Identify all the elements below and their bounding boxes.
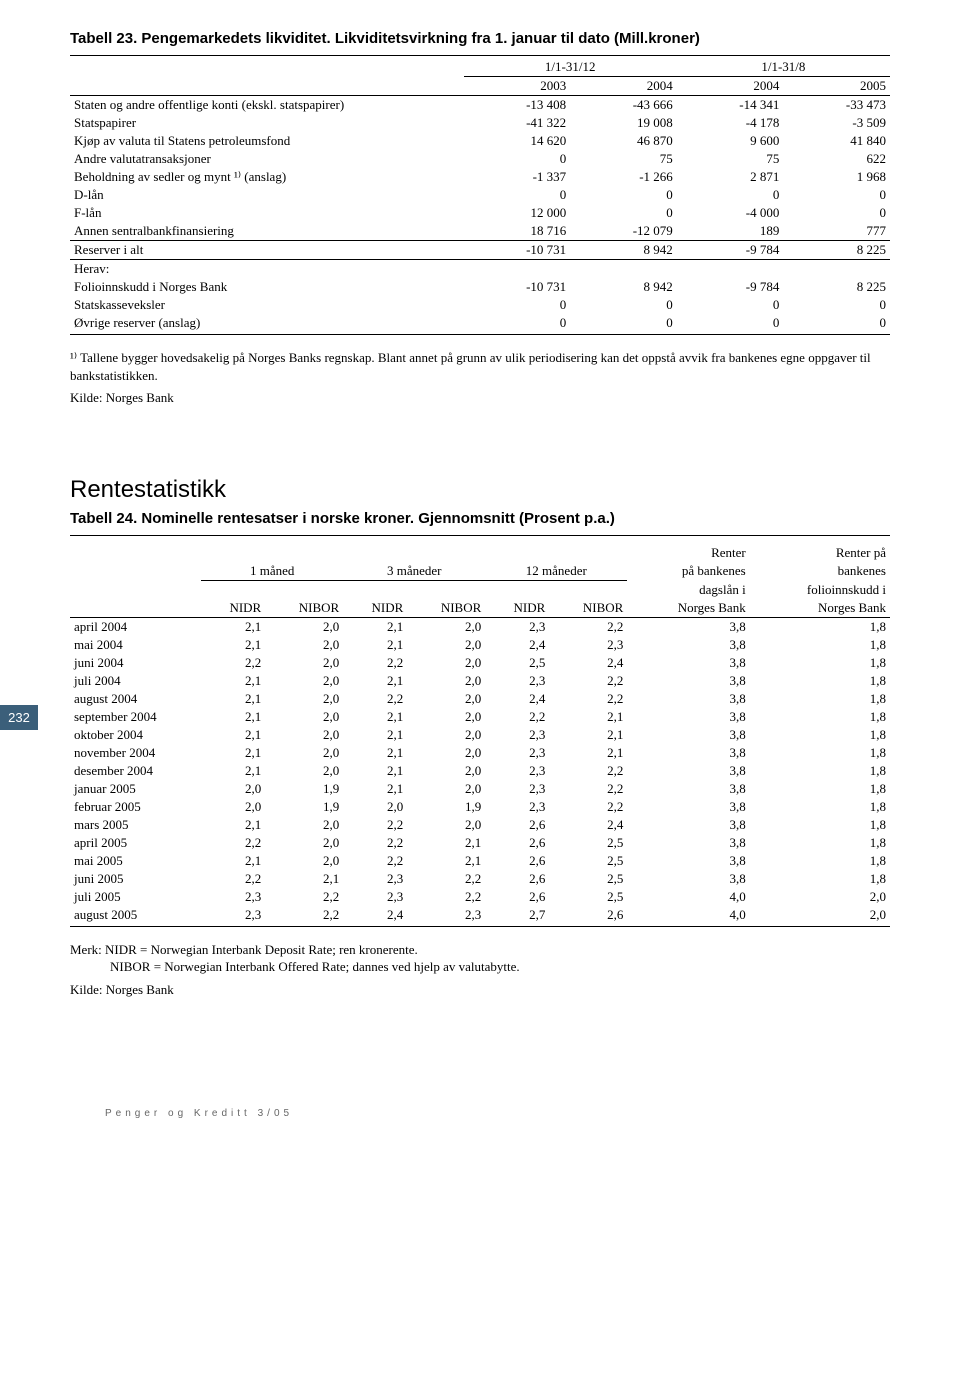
t23-footnote: ¹⁾ Tallene bygger hovedsakelig på Norges… (70, 349, 890, 384)
table-row-label: juni 2004 (70, 654, 201, 672)
table-row-label: Staten og andre offentlige konti (ekskl.… (70, 96, 464, 115)
table-24: Renter Renter på 1 måned 3 måneder 12 må… (70, 544, 890, 924)
table-row-label: april 2005 (70, 834, 201, 852)
table-row-label: Andre valutatransaksjoner (70, 150, 464, 168)
t24-title: Tabell 24. Nominelle rentesatser i norsk… (70, 510, 890, 527)
table-row-label: D-lån (70, 186, 464, 204)
table-row-label: juli 2004 (70, 672, 201, 690)
table-row-label: januar 2005 (70, 780, 201, 798)
t23-period-1: 1/1-31/12 (464, 58, 677, 77)
table-row-label: februar 2005 (70, 798, 201, 816)
t24-group-1: 3 måneder (343, 562, 485, 581)
t24-group-0: 1 måned (201, 562, 343, 581)
table-row-label: F-lån (70, 204, 464, 222)
table-row-label: juli 2005 (70, 888, 201, 906)
t23-source: Kilde: Norges Bank (70, 390, 890, 406)
table-row-label: Statskasseveksler (70, 296, 464, 314)
table-row-label: desember 2004 (70, 762, 201, 780)
table-row-label: november 2004 (70, 744, 201, 762)
table-row-label: Folioinnskudd i Norges Bank (70, 278, 464, 296)
t23-title: Tabell 23. Pengemarkedets likviditet. Li… (70, 30, 890, 47)
t23-year-2: 2004 (677, 77, 784, 96)
t23-year-3: 2005 (783, 77, 890, 96)
t23-reserve-label: Reserver i alt (70, 241, 464, 260)
table-row-label: juni 2005 (70, 870, 201, 888)
table-row-label: Kjøp av valuta til Statens petroleumsfon… (70, 132, 464, 150)
t23-year-0: 2003 (464, 77, 571, 96)
table-row-label: mars 2005 (70, 816, 201, 834)
t23-period-2: 1/1-31/8 (677, 58, 890, 77)
t23-herav-label: Herav: (70, 260, 464, 279)
table-row-label: Øvrige reserver (anslag) (70, 314, 464, 332)
t24-source: Kilde: Norges Bank (70, 982, 890, 998)
table-row-label: september 2004 (70, 708, 201, 726)
page-number-badge: 232 (0, 705, 38, 730)
t24-note-2: NIBOR = Norwegian Interbank Offered Rate… (110, 958, 890, 976)
table-row-label: august 2004 (70, 690, 201, 708)
t23-year-1: 2004 (570, 77, 677, 96)
table-row-label: mai 2004 (70, 636, 201, 654)
table-row-label: august 2005 (70, 906, 201, 924)
t24-group-2: 12 måneder (485, 562, 627, 581)
table-row-label: april 2004 (70, 617, 201, 636)
table-23: 1/1-31/12 1/1-31/8 2003 2004 2004 2005 S… (70, 58, 890, 332)
table-row-label: oktober 2004 (70, 726, 201, 744)
publication-footer: Penger og Kreditt 3/05 (70, 1108, 890, 1119)
t24-note-1: Merk: NIDR = Norwegian Interbank Deposit… (70, 941, 890, 959)
table-row-label: Statspapirer (70, 114, 464, 132)
table-row-label: mai 2005 (70, 852, 201, 870)
table-row-label: Beholdning av sedler og mynt ¹⁾ (anslag) (70, 168, 464, 186)
section-title: Rentestatistikk (70, 476, 890, 504)
table-row-label: Annen sentralbankfinansiering (70, 222, 464, 241)
